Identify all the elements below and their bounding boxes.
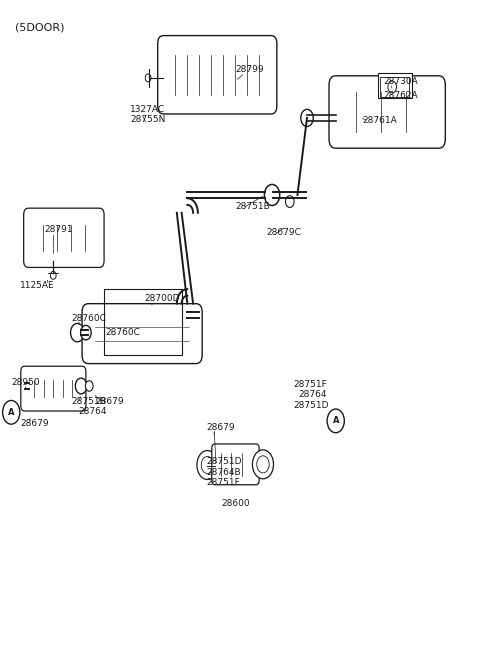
- Text: 28751B: 28751B: [72, 397, 106, 406]
- Text: A: A: [8, 408, 14, 417]
- FancyBboxPatch shape: [82, 304, 202, 364]
- FancyBboxPatch shape: [157, 36, 277, 114]
- Text: 28600: 28600: [222, 500, 251, 508]
- Circle shape: [264, 184, 280, 205]
- Text: 28791: 28791: [45, 226, 73, 234]
- Circle shape: [75, 378, 87, 394]
- Text: 28751F: 28751F: [206, 478, 240, 487]
- Circle shape: [252, 450, 274, 479]
- Text: 28760C: 28760C: [105, 328, 140, 337]
- Text: 28950: 28950: [11, 378, 40, 387]
- Text: 28764: 28764: [79, 407, 107, 416]
- Text: 28762A: 28762A: [384, 91, 418, 100]
- Text: 28679: 28679: [21, 419, 49, 428]
- FancyBboxPatch shape: [21, 366, 86, 411]
- Text: 28751F: 28751F: [294, 379, 327, 389]
- Text: 1327AC: 1327AC: [130, 105, 165, 114]
- Circle shape: [301, 110, 313, 127]
- Bar: [380, 77, 409, 97]
- Circle shape: [201, 457, 214, 474]
- Circle shape: [286, 195, 294, 207]
- Circle shape: [327, 409, 344, 433]
- Text: 28700D: 28700D: [144, 294, 180, 303]
- Text: 28679: 28679: [206, 423, 235, 432]
- Text: A: A: [333, 416, 339, 426]
- Text: 28751D: 28751D: [206, 457, 242, 466]
- Text: (5DOOR): (5DOOR): [15, 22, 64, 32]
- Circle shape: [257, 456, 269, 473]
- Text: 28755N: 28755N: [130, 115, 165, 123]
- Circle shape: [2, 401, 20, 424]
- Text: 28764B: 28764B: [206, 468, 241, 477]
- FancyBboxPatch shape: [329, 76, 445, 148]
- Text: 28761A: 28761A: [362, 116, 397, 125]
- Text: 28760C: 28760C: [72, 314, 107, 323]
- Circle shape: [50, 271, 56, 279]
- FancyBboxPatch shape: [24, 208, 104, 267]
- Text: 28764: 28764: [299, 390, 327, 399]
- Bar: [104, 289, 181, 355]
- FancyBboxPatch shape: [212, 444, 259, 485]
- Circle shape: [145, 74, 151, 82]
- Circle shape: [71, 323, 84, 342]
- Text: 28751D: 28751D: [294, 401, 329, 411]
- Text: 28730A: 28730A: [384, 77, 419, 86]
- Text: 28679C: 28679C: [266, 228, 301, 237]
- Bar: [378, 73, 412, 98]
- Circle shape: [81, 325, 91, 340]
- Text: 28799: 28799: [235, 65, 264, 75]
- Circle shape: [388, 81, 396, 93]
- Text: 28679: 28679: [96, 397, 124, 406]
- Circle shape: [85, 381, 93, 391]
- Text: 28751B: 28751B: [235, 202, 270, 211]
- Circle shape: [197, 451, 218, 480]
- Text: 1125AE: 1125AE: [20, 280, 54, 290]
